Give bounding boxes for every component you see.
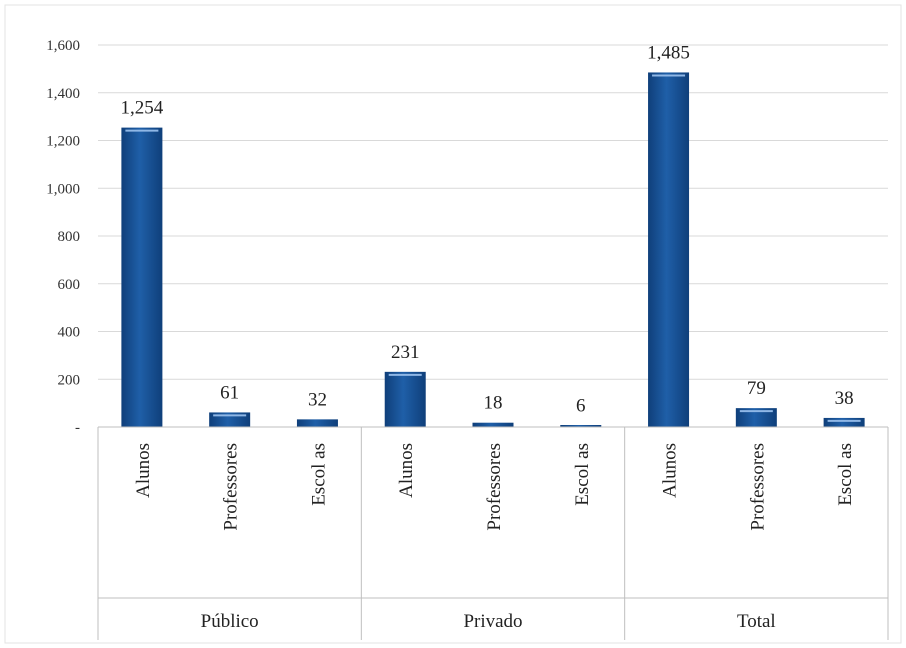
data-label: 79 xyxy=(747,378,766,399)
y-tick-label: 400 xyxy=(58,325,81,341)
data-labels: 1,254 61 32 231 18 6 1,485 79 38 xyxy=(121,42,854,416)
data-label: 61 xyxy=(220,382,239,403)
group-label: Público xyxy=(201,611,259,632)
group-label: Privado xyxy=(463,611,522,632)
data-label: 32 xyxy=(308,389,327,410)
bar xyxy=(560,425,602,427)
data-label: 231 xyxy=(391,342,420,363)
x-tick-label: Professores xyxy=(747,443,768,531)
x-tick-label: Escol as xyxy=(572,443,593,506)
y-tick-label: 1,200 xyxy=(46,134,80,150)
y-tick-label: 1,000 xyxy=(46,181,80,197)
x-tick-label: Alunos xyxy=(133,443,154,498)
bar xyxy=(735,408,777,427)
data-label: 38 xyxy=(835,388,854,409)
bar xyxy=(823,417,865,427)
x-tick-label: Alunos xyxy=(660,443,681,498)
bar xyxy=(121,127,163,428)
x-tick-label: Alunos xyxy=(396,443,417,498)
x-tick-label: Professores xyxy=(221,443,242,531)
data-label: 18 xyxy=(484,393,503,414)
bar xyxy=(472,422,514,427)
bar xyxy=(648,72,690,428)
group-label: Total xyxy=(737,611,776,632)
y-tick-label: 1,600 xyxy=(46,38,80,54)
data-label: 1,254 xyxy=(121,98,164,119)
x-tick-label: Escol as xyxy=(835,443,856,506)
y-tick-label: 600 xyxy=(58,277,81,293)
data-label: 1,485 xyxy=(647,42,690,63)
y-tick-label: 800 xyxy=(58,229,81,245)
y-tick-label: 200 xyxy=(58,372,81,388)
y-tick-label: - xyxy=(75,420,80,436)
data-label: 6 xyxy=(576,396,586,417)
bars xyxy=(121,72,865,428)
bar xyxy=(296,419,338,427)
y-tick-label: 1,400 xyxy=(46,86,80,102)
x-tick-label: Professores xyxy=(484,443,505,531)
x-tick-label: Escol as xyxy=(308,443,329,506)
bar xyxy=(384,371,426,427)
axes: - 200 400 600 800 1,000 1,200 1,400 1,600 Alunos P… xyxy=(46,38,889,640)
